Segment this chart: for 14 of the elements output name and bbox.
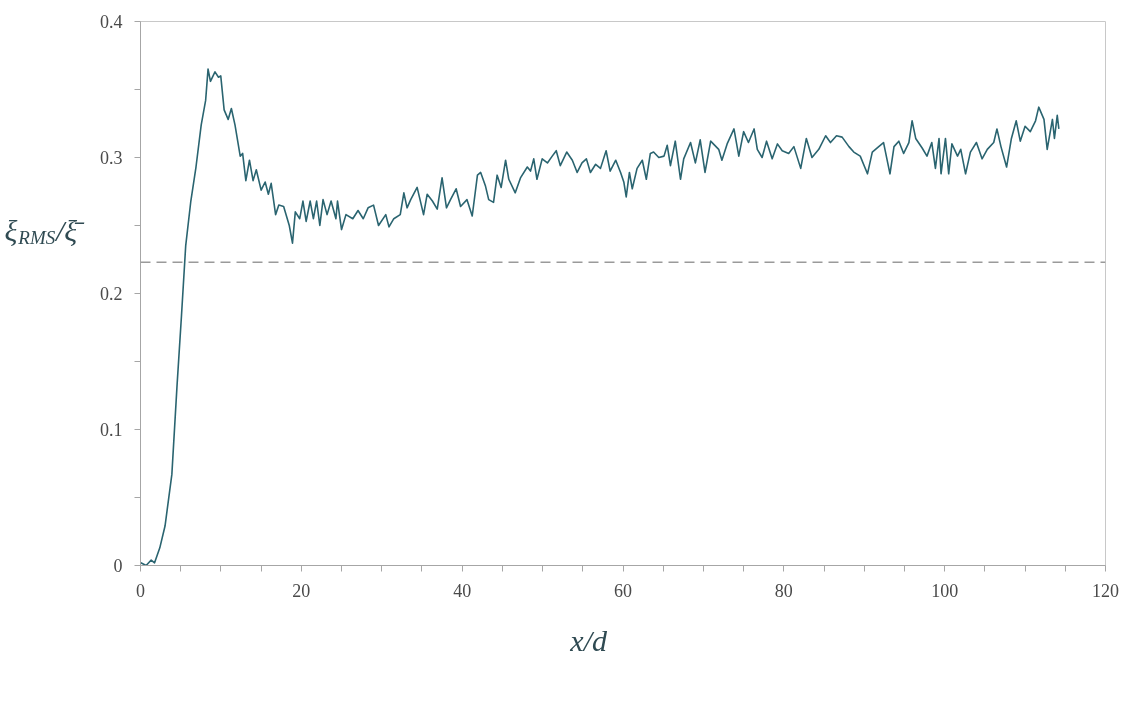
- line-series: [140, 68, 1060, 566]
- x-tick-label: 120: [1092, 580, 1119, 601]
- y-tick-label: 0: [113, 556, 123, 576]
- y-tick-label: 0.4: [100, 12, 123, 32]
- y-tick-label: 0.3: [100, 148, 123, 168]
- x-axis-title: x/d: [569, 624, 608, 657]
- y-tick-label: 0.1: [100, 420, 123, 440]
- x-tick-label: 20: [292, 580, 311, 601]
- x-tick-label: 100: [931, 580, 959, 601]
- y-tick-label: 0.2: [100, 284, 123, 304]
- x-tick-label: 0: [136, 580, 145, 601]
- x-tick-label: 80: [774, 580, 793, 601]
- x-tick-label: 60: [614, 580, 632, 601]
- x-tick-label: 40: [453, 580, 472, 601]
